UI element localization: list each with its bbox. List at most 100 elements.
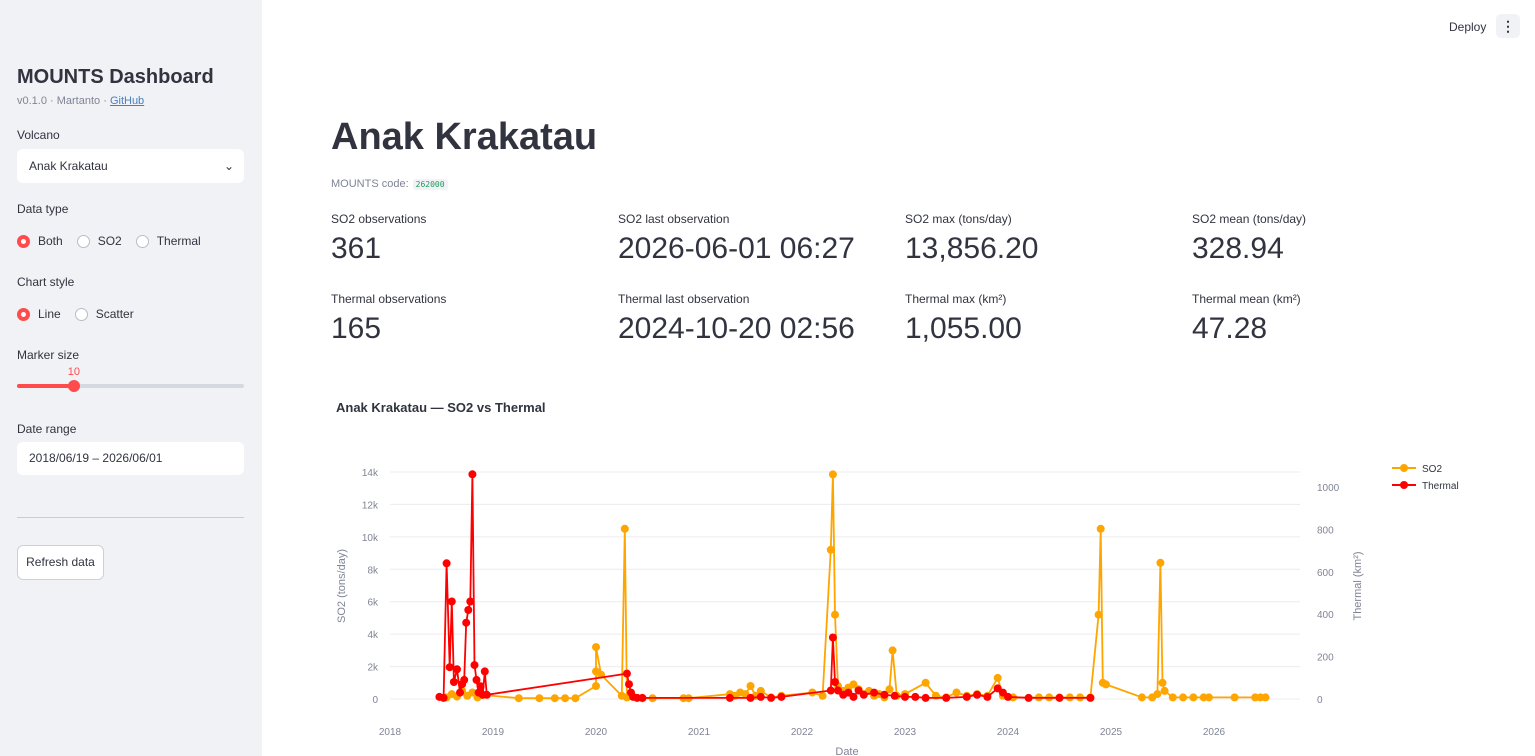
- data-point-so2: [1179, 693, 1188, 702]
- data-point-so2: [826, 545, 835, 554]
- metric-value: 2024-10-20 02:56: [618, 312, 855, 345]
- volcano-select-value: Anak Krakatau: [29, 159, 108, 173]
- data-point-thermal: [826, 686, 835, 695]
- data-point-so2: [921, 678, 930, 687]
- data-point-thermal: [880, 690, 889, 699]
- y-tick-label: 8k: [367, 565, 379, 576]
- radio-label: Line: [38, 307, 61, 321]
- metric-label: SO2 mean (tons/day): [1192, 212, 1307, 226]
- sidebar-subtitle: v0.1.0 · Martanto · GitHub: [17, 95, 144, 107]
- data-point-so2: [550, 694, 559, 703]
- radio-label: Both: [38, 234, 63, 248]
- data-point-so2: [756, 686, 765, 695]
- data-point-so2: [885, 685, 894, 694]
- metric-value: 2026-06-01 06:27: [618, 232, 855, 265]
- data-point-so2: [1153, 690, 1162, 699]
- slider-thumb[interactable]: [67, 380, 80, 392]
- metric-label: Thermal mean (km²): [1192, 292, 1301, 306]
- data-point-thermal: [859, 690, 868, 699]
- radio-selected-icon: [17, 234, 30, 248]
- data-point-thermal: [472, 675, 481, 684]
- metric-label: Thermal last observation: [618, 292, 750, 306]
- page-title: Anak Krakatau: [331, 116, 598, 158]
- data-point-thermal: [466, 597, 475, 606]
- kebab-menu-icon[interactable]: ⋮: [1496, 14, 1520, 38]
- y-tick-label: 12k: [362, 500, 379, 511]
- data-point-so2: [468, 688, 477, 697]
- x-tick-label: 2022: [791, 727, 814, 738]
- data-point-thermal: [445, 663, 454, 672]
- data-point-thermal: [453, 665, 461, 674]
- data-point-so2: [1158, 678, 1167, 687]
- data-point-thermal: [828, 633, 837, 642]
- metric-label: Thermal max (km²): [905, 292, 1007, 306]
- data-point-thermal: [831, 678, 839, 686]
- metric-label: SO2 observations: [331, 212, 427, 226]
- data-point-so2: [818, 691, 827, 700]
- radio-line[interactable]: Line: [17, 307, 61, 321]
- date-range-label: Date range: [17, 422, 77, 436]
- data-point-thermal: [756, 692, 765, 701]
- data-point-thermal: [468, 470, 477, 479]
- data-point-so2: [952, 688, 961, 697]
- deploy-button[interactable]: Deploy: [1449, 20, 1487, 34]
- data-point-so2: [1160, 686, 1169, 695]
- x-tick-label: 2026: [1203, 727, 1226, 738]
- sidebar-title: MOUNTS Dashboard: [17, 66, 214, 88]
- data-point-thermal: [622, 669, 631, 678]
- data-point-so2: [1137, 693, 1146, 702]
- data-point-thermal: [625, 680, 633, 689]
- metric-thermal-last-observation: Thermal last observation 2024-10-20 02:5…: [618, 292, 855, 346]
- chart-style-label: Chart style: [17, 275, 75, 289]
- data-point-so2: [620, 524, 629, 533]
- data-point-thermal: [456, 688, 464, 697]
- data-point-thermal: [1004, 692, 1012, 701]
- data-point-thermal: [767, 693, 776, 702]
- data-point-so2: [561, 694, 570, 703]
- mounts-code-label: MOUNTS code:: [331, 178, 409, 190]
- data-point-thermal: [462, 618, 471, 627]
- radio-both[interactable]: Both: [17, 234, 63, 248]
- data-point-thermal: [449, 678, 458, 686]
- data-point-thermal: [911, 692, 920, 701]
- metric-label: SO2 max (tons/day): [905, 212, 1012, 226]
- data-point-so2: [592, 643, 600, 652]
- volcano-select[interactable]: Anak Krakatau ⌄: [17, 149, 244, 183]
- data-point-so2: [1230, 693, 1239, 702]
- y2-tick-label: 600: [1317, 568, 1334, 579]
- data-point-so2: [1168, 693, 1177, 702]
- github-link[interactable]: GitHub: [109, 95, 145, 107]
- data-point-thermal: [901, 692, 909, 701]
- data-point-thermal: [638, 693, 647, 702]
- radio-thermal[interactable]: Thermal: [135, 234, 201, 248]
- chevron-down-icon: ⌄: [223, 159, 234, 173]
- date-range-input[interactable]: 2018/06/19 – 2026/06/01: [17, 442, 244, 475]
- y2-tick-label: 400: [1317, 610, 1334, 621]
- marker-size-label: Marker size: [17, 348, 80, 362]
- marker-size-slider[interactable]: [17, 380, 244, 392]
- legend-marker: [1400, 464, 1408, 472]
- refresh-data-button[interactable]: Refresh data: [17, 545, 104, 580]
- data-point-thermal: [942, 693, 951, 702]
- data-point-thermal: [962, 692, 971, 701]
- data-point-so2: [571, 694, 580, 703]
- data-point-so2: [592, 682, 600, 690]
- metric-so2-max: SO2 max (tons/day) 13,856.20: [905, 212, 1038, 266]
- radio-unselected-icon: [74, 307, 88, 321]
- metric-value: 13,856.20: [905, 232, 1039, 265]
- data-point-so2: [746, 682, 755, 690]
- radio-selected-icon: [17, 307, 30, 321]
- data-point-thermal: [480, 667, 489, 676]
- x-tick-label: 2019: [482, 727, 505, 738]
- y-tick-label: 6k: [367, 598, 379, 609]
- data-point-so2: [1156, 558, 1165, 567]
- x-tick-label: 2025: [1100, 727, 1123, 738]
- data-point-thermal: [476, 682, 485, 691]
- data-point-so2: [1094, 610, 1103, 619]
- y-tick-label: 4k: [367, 630, 379, 641]
- data-point-thermal: [849, 692, 858, 701]
- radio-label: Thermal: [156, 234, 201, 248]
- radio-scatter[interactable]: Scatter: [74, 307, 134, 321]
- radio-so2[interactable]: SO2: [76, 234, 122, 248]
